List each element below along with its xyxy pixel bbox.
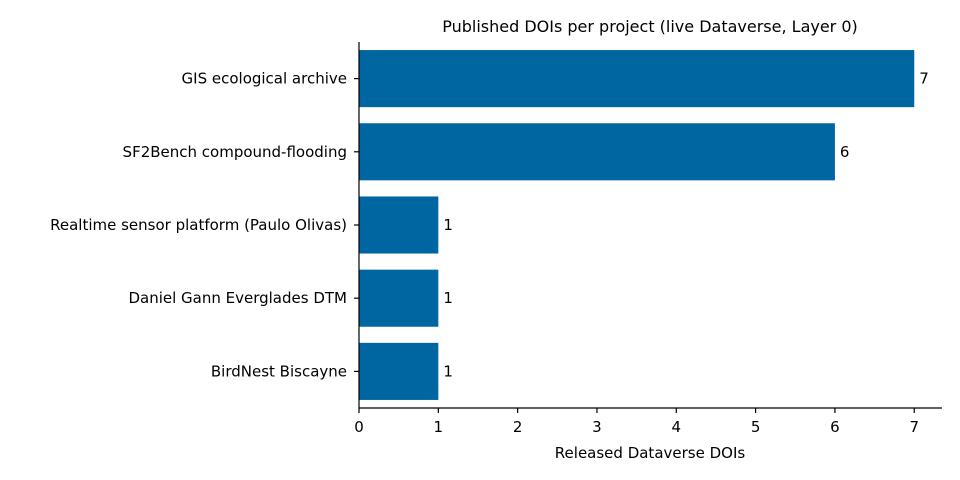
x-tick-label: 6 [830, 418, 840, 436]
x-tick-label: 0 [354, 418, 364, 436]
bar [359, 50, 915, 108]
chart-title: Published DOIs per project (live Dataver… [442, 17, 858, 36]
bar-value-label: 6 [840, 143, 850, 161]
category-labels-group: GIS ecological archive SF2Bench compound-… [50, 70, 359, 380]
bar-value-label: 1 [443, 362, 453, 380]
bar [359, 269, 439, 327]
bar-value-label: 1 [443, 216, 453, 234]
data-labels-group: 7 6 1 1 1 [443, 70, 928, 381]
x-axis-ticks-group: 0 1 2 3 4 5 6 7 [354, 408, 919, 436]
x-axis-label: Released Dataverse DOIs [555, 444, 746, 462]
bar [359, 342, 439, 400]
category-label: Realtime sensor platform (Paulo Olivas) [50, 216, 347, 234]
category-label: Daniel Gann Everglades DTM [128, 289, 347, 307]
category-label: GIS ecological archive [182, 70, 347, 88]
x-tick-label: 1 [434, 418, 444, 436]
bar-value-label: 7 [919, 70, 929, 88]
x-tick-label: 3 [592, 418, 602, 436]
bar [359, 123, 835, 181]
bar [359, 196, 439, 254]
x-tick-label: 4 [672, 418, 682, 436]
x-tick-label: 5 [751, 418, 761, 436]
category-label: SF2Bench compound-flooding [123, 143, 347, 161]
bars-group [359, 50, 915, 400]
x-tick-label: 7 [909, 418, 919, 436]
category-label: BirdNest Biscayne [211, 362, 347, 380]
x-tick-label: 2 [513, 418, 523, 436]
bar-value-label: 1 [443, 289, 453, 307]
